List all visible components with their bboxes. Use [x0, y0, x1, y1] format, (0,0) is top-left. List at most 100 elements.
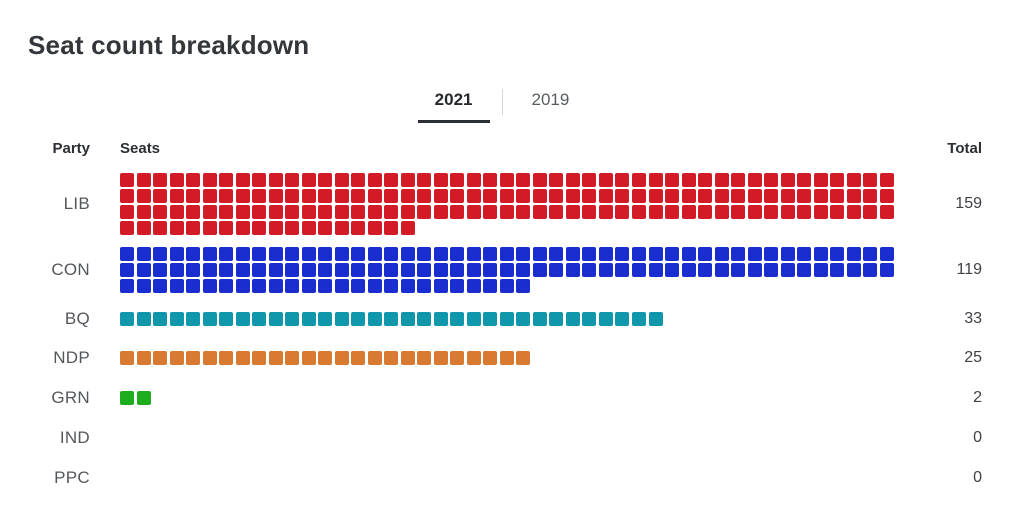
- seat-square: [648, 263, 663, 277]
- seat-square: [186, 189, 201, 203]
- seat-square: [219, 312, 234, 326]
- seat-square: [202, 279, 217, 293]
- seat-square: [367, 205, 382, 219]
- seat-square: [417, 247, 432, 261]
- seat-square: [830, 189, 845, 203]
- party-label-ppc: PPC: [54, 468, 90, 487]
- seat-square: [532, 312, 547, 326]
- seat-square: [367, 247, 382, 261]
- seat-square: [879, 173, 894, 187]
- seat-square: [615, 247, 630, 261]
- seat-square: [219, 247, 234, 261]
- seat-square: [219, 189, 234, 203]
- seat-square: [334, 173, 349, 187]
- seat-square: [549, 173, 564, 187]
- seat-square: [120, 173, 134, 187]
- seat-square: [830, 247, 845, 261]
- seat-square: [681, 173, 696, 187]
- seat-square: [252, 205, 267, 219]
- seat-square: [863, 247, 878, 261]
- seat-square: [665, 173, 680, 187]
- seat-square: [698, 189, 713, 203]
- seat-square: [202, 263, 217, 277]
- seat-square: [433, 247, 448, 261]
- seat-square: [813, 189, 828, 203]
- seat-square: [169, 221, 184, 235]
- seat-square: [863, 189, 878, 203]
- seat-square: [483, 205, 498, 219]
- seat-square: [318, 351, 333, 365]
- seat-square: [466, 263, 481, 277]
- seat-square: [384, 205, 399, 219]
- seat-square: [582, 263, 597, 277]
- seat-square: [483, 247, 498, 261]
- seat-square: [417, 263, 432, 277]
- seat-square: [582, 189, 597, 203]
- seat-square: [565, 263, 580, 277]
- seat-square: [186, 312, 201, 326]
- seat-square: [764, 263, 779, 277]
- seat-square: [301, 221, 316, 235]
- seat-square: [846, 173, 861, 187]
- party-label-lib: LIB: [63, 194, 90, 213]
- seat-square: [384, 189, 399, 203]
- seat-square: [120, 263, 134, 277]
- party-column-header: Party: [52, 139, 90, 157]
- seat-square: [780, 189, 795, 203]
- total-value-grn: 2: [973, 389, 982, 406]
- seats-column-header: Seats: [120, 139, 161, 157]
- seat-square: [830, 173, 845, 187]
- seat-square: [417, 312, 432, 326]
- seat-square: [450, 173, 465, 187]
- seat-square: [367, 189, 382, 203]
- seat-square: [731, 189, 746, 203]
- seat-square: [483, 263, 498, 277]
- seat-square: [400, 263, 415, 277]
- seat-square: [681, 205, 696, 219]
- seat-square: [433, 312, 448, 326]
- seat-square: [384, 263, 399, 277]
- tab-2021[interactable]: 2021: [417, 89, 490, 123]
- seat-square: [136, 247, 151, 261]
- seat-square: [516, 173, 531, 187]
- seat-square: [665, 205, 680, 219]
- seat-square: [235, 189, 250, 203]
- seat-square: [268, 247, 283, 261]
- seat-square: [714, 247, 729, 261]
- seat-square: [565, 173, 580, 187]
- seat-square: [219, 351, 234, 365]
- seat-square: [136, 173, 151, 187]
- party-row-bq: BQ 33: [0, 309, 1024, 329]
- total-value-ind: 0: [973, 429, 982, 446]
- seat-square: [433, 205, 448, 219]
- seat-square: [631, 173, 646, 187]
- tab-2019[interactable]: 2019: [515, 89, 587, 123]
- party-row-lib: LIB 159: [0, 173, 1024, 235]
- seat-square: [450, 351, 465, 365]
- party-label-con: CON: [51, 260, 90, 279]
- party-label-grn: GRN: [51, 388, 90, 407]
- seat-square: [318, 279, 333, 293]
- seat-square: [202, 312, 217, 326]
- seat-square: [483, 173, 498, 187]
- seat-square: [318, 205, 333, 219]
- seat-square: [532, 189, 547, 203]
- seat-square: [202, 173, 217, 187]
- seat-square: [136, 221, 151, 235]
- total-value-lib: 159: [955, 195, 982, 212]
- seat-square: [202, 351, 217, 365]
- seat-square: [334, 279, 349, 293]
- seat-square: [351, 173, 366, 187]
- seat-square: [483, 189, 498, 203]
- seat-square: [863, 173, 878, 187]
- seat-square: [747, 189, 762, 203]
- seat-square: [466, 247, 481, 261]
- seat-square: [153, 221, 168, 235]
- seat-square: [450, 279, 465, 293]
- seat-square: [169, 189, 184, 203]
- seat-square: [499, 189, 514, 203]
- seat-square: [186, 279, 201, 293]
- seat-square: [351, 221, 366, 235]
- total-value-bq: 33: [964, 310, 982, 327]
- seat-square: [499, 279, 514, 293]
